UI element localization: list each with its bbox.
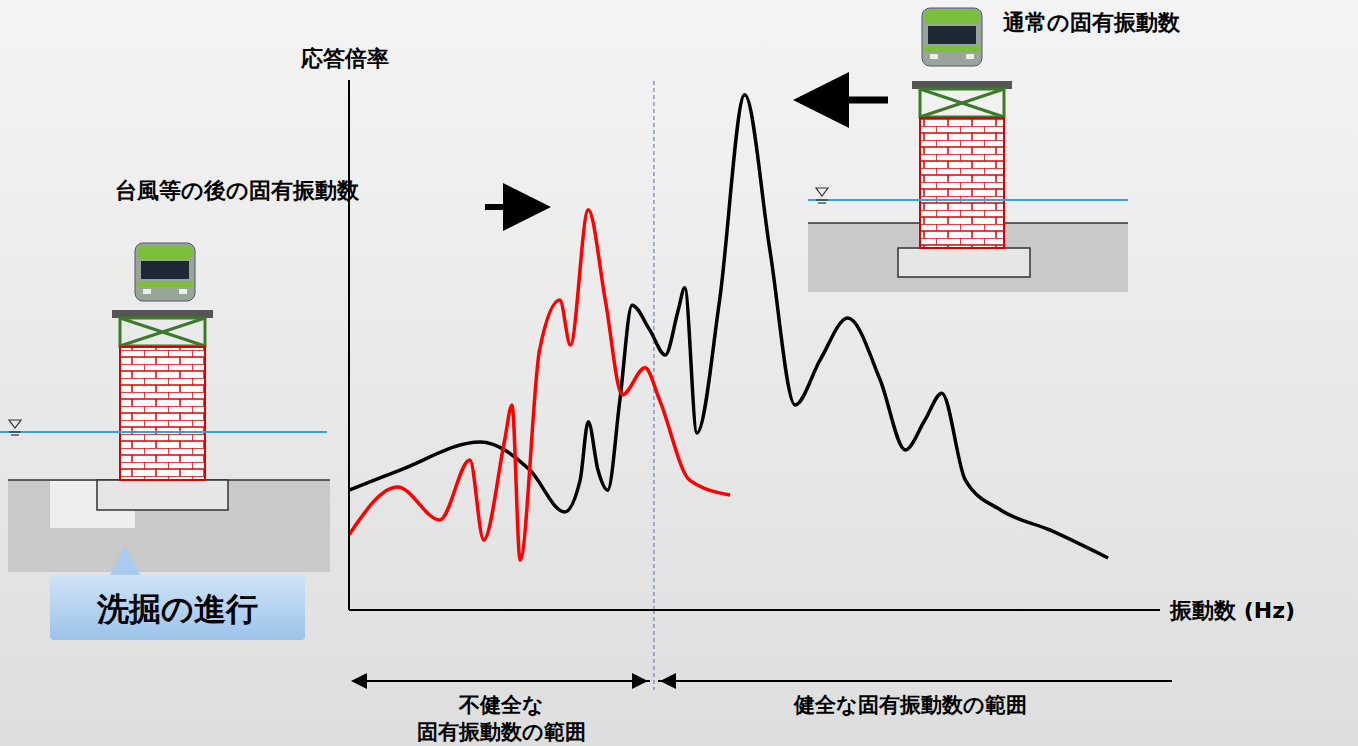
- svg-text:応答倍率: 応答倍率: [300, 46, 389, 71]
- svg-text:健全な固有振動数の範囲: 健全な固有振動数の範囲: [793, 693, 1027, 717]
- svg-text:固有振動数の範囲: 固有振動数の範囲: [417, 720, 586, 744]
- svg-text:洗掘の進行: 洗掘の進行: [96, 590, 258, 628]
- svg-text:不健全な: 不健全な: [458, 693, 544, 717]
- svg-text:台風等の後の固有振動数: 台風等の後の固有振動数: [115, 178, 360, 203]
- svg-text:振動数 (Hz): 振動数 (Hz): [1169, 598, 1295, 623]
- svg-text:通常の固有振動数: 通常の固有振動数: [1002, 10, 1181, 35]
